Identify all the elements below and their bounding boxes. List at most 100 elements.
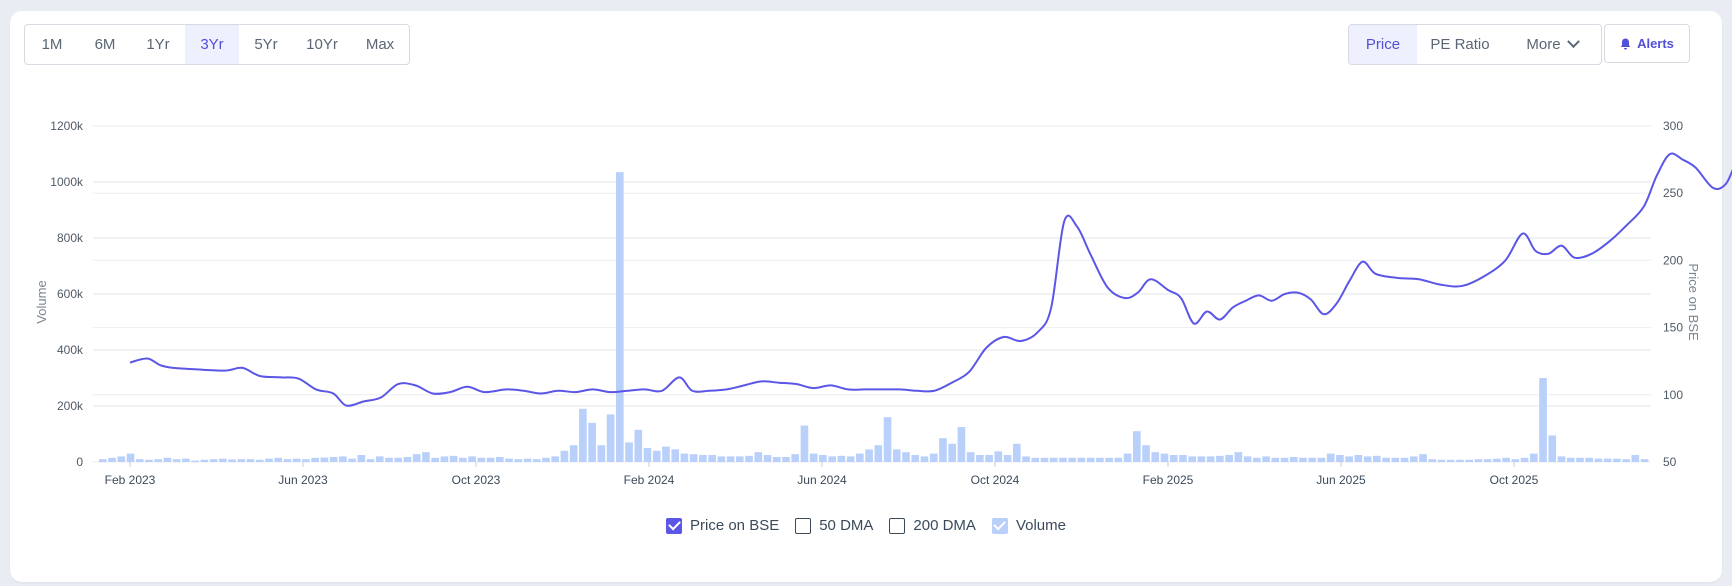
y-left-tick-label: 600k: [57, 287, 84, 301]
mode-button-pe-ratio[interactable]: PE Ratio: [1417, 25, 1503, 64]
volume-bar: [625, 442, 633, 462]
legend-item-200-dma[interactable]: 200 DMA: [889, 517, 976, 534]
y-left-tick-label: 0: [76, 455, 83, 469]
range-button-1m[interactable]: 1M: [41, 36, 63, 53]
volume-bar: [366, 459, 375, 462]
volume-bar: [551, 456, 560, 462]
legend-checkbox[interactable]: [889, 517, 906, 534]
volume-bar: [412, 454, 421, 462]
legend-checkbox[interactable]: [795, 517, 812, 534]
volume-bar: [1188, 456, 1197, 462]
volume-bar: [228, 459, 236, 462]
range-selector: 1M 6M 1Yr 3Yr 5Yr 10Yr Max: [24, 24, 410, 65]
volume-bar: [117, 456, 126, 462]
range-button-5yr[interactable]: 5Yr: [254, 36, 278, 53]
y-left-axis-label: Volume: [34, 280, 49, 323]
volume-bar: [422, 452, 430, 462]
mode-button-more[interactable]: More: [1503, 25, 1601, 64]
volume-bar: [1068, 457, 1077, 462]
x-tick-label: Oct 2023: [452, 473, 501, 487]
volume-bar: [1326, 453, 1335, 462]
volume-bar: [477, 457, 486, 462]
volume-bar: [745, 455, 753, 462]
volume-bar: [191, 460, 199, 462]
volume-bar: [403, 456, 412, 462]
volume-bar: [292, 458, 301, 462]
volume-bar: [255, 459, 264, 462]
mode-button-price[interactable]: Price: [1349, 25, 1417, 64]
range-button-1yr[interactable]: 1Yr: [146, 36, 170, 53]
volume-bar: [172, 459, 181, 462]
x-tick-label: Jun 2024: [797, 473, 847, 487]
volume-bar: [1585, 457, 1594, 462]
volume-bar: [1437, 459, 1446, 462]
volume-bar: [163, 457, 172, 462]
volume-bar: [634, 429, 643, 462]
y-right-tick-label: 150: [1663, 321, 1683, 335]
volume-bar: [828, 456, 836, 462]
volume-bar: [976, 455, 984, 462]
check-icon: [993, 517, 1007, 531]
range-button-max[interactable]: Max: [365, 36, 395, 53]
x-tick-label: Feb 2023: [105, 473, 156, 487]
x-tick-label: Oct 2024: [971, 473, 1020, 487]
volume-bar: [865, 449, 873, 462]
volume-bar: [948, 443, 956, 462]
volume-bar: [680, 453, 689, 462]
legend-item-volume[interactable]: Volume: [991, 517, 1066, 534]
volume-bar: [1206, 456, 1215, 462]
volume-bar: [1105, 457, 1113, 462]
legend-item-50-dma[interactable]: 50 DMA: [795, 517, 873, 534]
legend-label: Volume: [1015, 517, 1066, 534]
volume-bar: [523, 458, 532, 462]
volume-bar: [1539, 378, 1547, 462]
volume-bar: [606, 414, 615, 462]
y-right-tick-label: 200: [1663, 253, 1683, 267]
volume-bar: [1059, 457, 1067, 462]
volume-bar: [791, 454, 800, 462]
volume-bar: [237, 459, 246, 462]
volume-bar: [1345, 456, 1353, 462]
volume-bar: [763, 455, 772, 462]
volume-bar: [283, 459, 292, 462]
volume-bar: [1096, 457, 1104, 462]
range-button-3yr[interactable]: 3Yr: [185, 25, 239, 64]
legend-checkbox[interactable]: [666, 517, 682, 534]
volume-bar: [1529, 453, 1538, 462]
volume-bar: [1123, 453, 1132, 462]
y-left-tick-label: 200k: [57, 399, 84, 413]
volume-bar: [1169, 455, 1178, 462]
volume-bar: [1271, 457, 1280, 462]
volume-bar: [200, 459, 209, 462]
volume-bar: [145, 459, 153, 462]
volume-bar: [939, 438, 947, 462]
volume-bar: [1474, 459, 1483, 462]
volume-bar: [265, 458, 273, 462]
volume-bar: [348, 458, 356, 462]
volume-bar: [1502, 457, 1510, 462]
chart-legend: Price on BSE 50 DMA 200 DMA Volume: [0, 517, 1732, 534]
volume-bar: [726, 456, 735, 462]
legend-checkbox[interactable]: [991, 517, 1008, 534]
volume-bar: [1216, 455, 1224, 462]
mode-button-label: More: [1526, 36, 1561, 53]
volume-bar: [1299, 457, 1307, 462]
volume-bar: [1086, 457, 1095, 462]
volume-bar: [154, 459, 163, 462]
x-tick-label: Jun 2025: [1316, 473, 1366, 487]
range-button-6m[interactable]: 6M: [94, 36, 116, 53]
volume-bar: [717, 456, 726, 462]
volume-bar: [1603, 458, 1612, 462]
alerts-button[interactable]: Alerts: [1604, 24, 1690, 63]
volume-bar: [1640, 459, 1649, 462]
y-right-tick-label: 300: [1663, 119, 1683, 133]
x-tick-label: Jun 2023: [278, 473, 328, 487]
volume-bar: [1566, 457, 1575, 462]
volume-bar: [929, 453, 938, 462]
legend-item-price-on-bse[interactable]: Price on BSE: [666, 517, 779, 534]
range-button-10yr[interactable]: 10Yr: [306, 36, 338, 53]
volume-bar: [1520, 457, 1529, 462]
x-tick-label: Feb 2024: [624, 473, 675, 487]
volume-bar: [1613, 458, 1621, 462]
